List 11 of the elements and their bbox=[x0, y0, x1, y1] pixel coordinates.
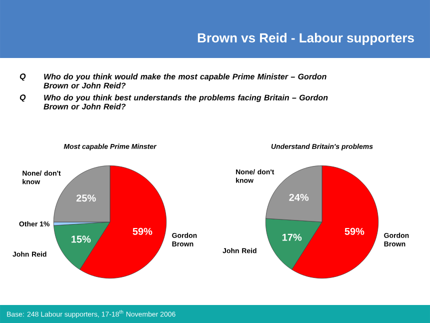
text: Q bbox=[20, 74, 26, 81]
text: Who do you think best understands the problems facing Britain – Gordon Brown or John Reid? bbox=[44, 94, 328, 110]
data-label: 17% bbox=[282, 234, 302, 241]
data-label: 15% bbox=[72, 236, 91, 243]
data-label: 24% bbox=[289, 194, 309, 201]
data-label: 59% bbox=[344, 228, 364, 235]
text: Q bbox=[20, 94, 26, 102]
data-label: 25% bbox=[76, 194, 96, 202]
text: Who do you think would make the most capable Prime Minister – Gordon Brown or John Reid? bbox=[44, 74, 326, 88]
text: Brown vs Reid - Labour supporters bbox=[198, 32, 414, 46]
data-label: 59% bbox=[132, 228, 152, 235]
